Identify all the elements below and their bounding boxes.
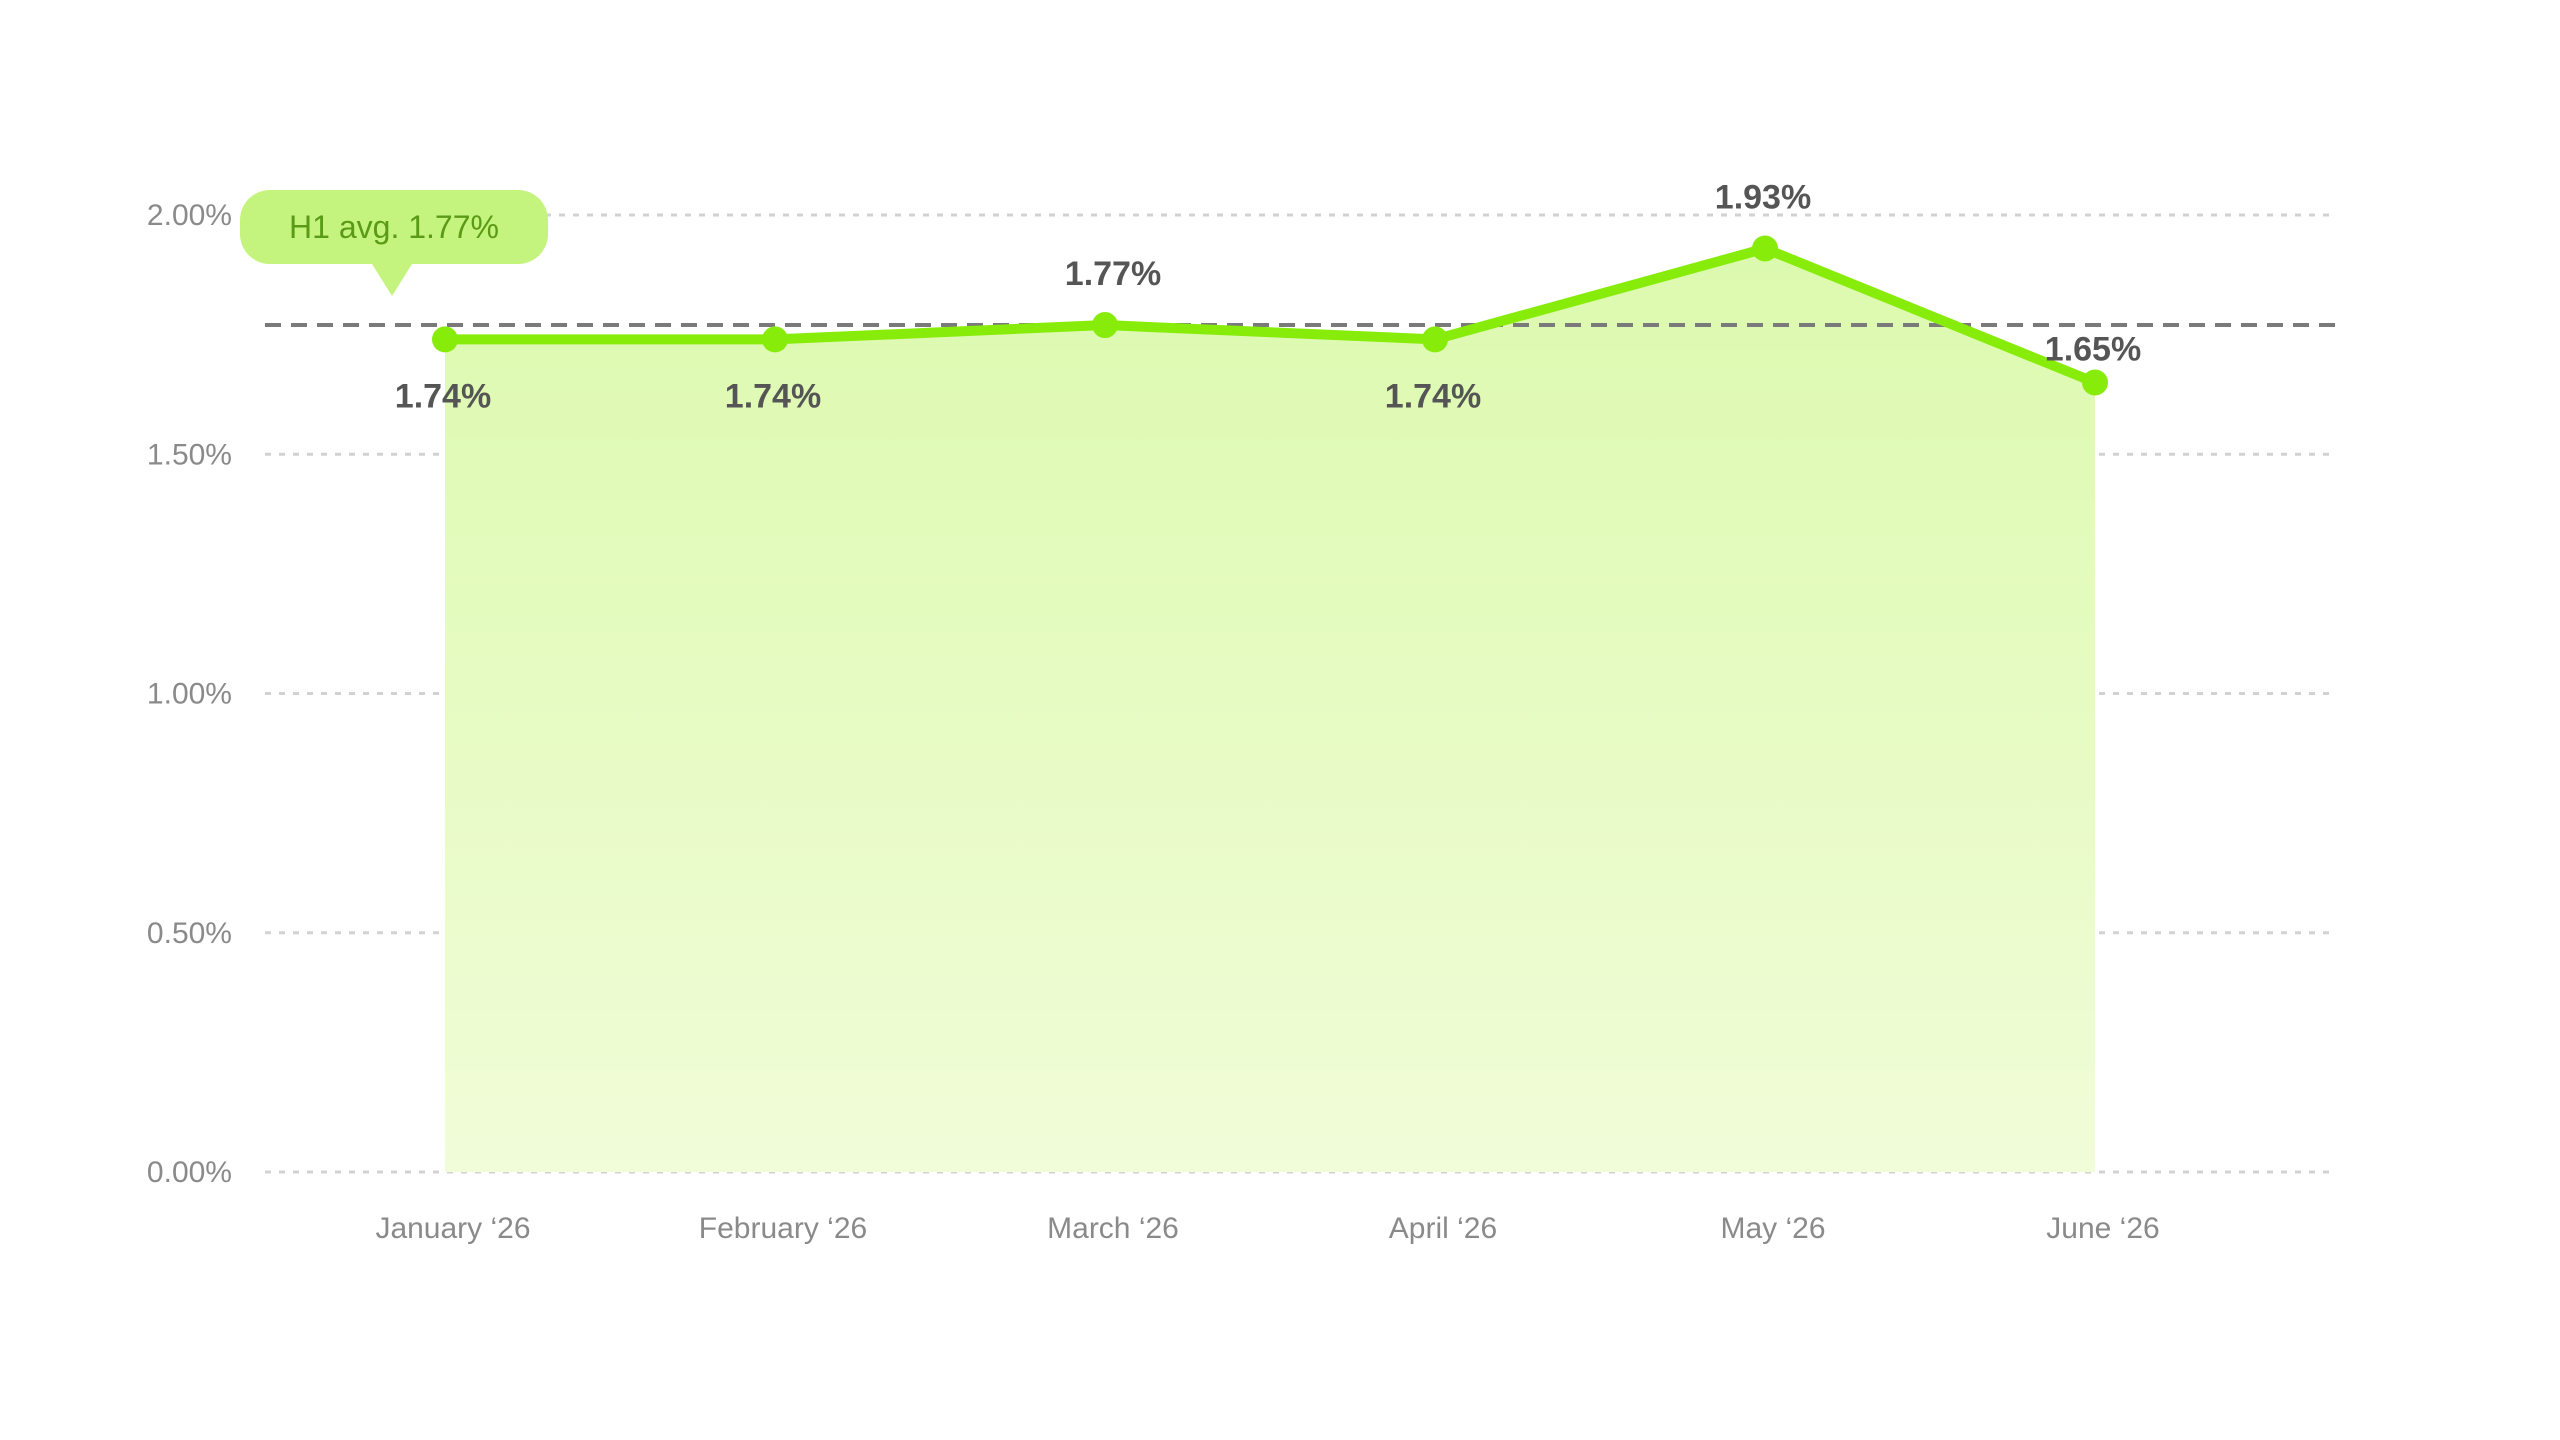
y-tick-label: 1.00%	[147, 678, 232, 711]
data-point[interactable]	[432, 326, 458, 353]
x-tick-label: June ‘26	[2046, 1212, 2159, 1245]
y-tick-label: 0.50%	[147, 917, 232, 950]
series-line-layer	[440, 243, 2100, 388]
average-badge: H1 avg. 1.77%	[240, 190, 548, 296]
y-tick-label: 0.00%	[147, 1156, 232, 1189]
area-fill	[445, 248, 2095, 1172]
series-line	[440, 243, 2100, 388]
average-badge-bubble	[240, 190, 548, 296]
x-tick-label: January ‘26	[375, 1212, 530, 1245]
area-fill-layer	[445, 248, 2095, 1172]
data-label: 1.65%	[2045, 330, 2141, 368]
data-label: 1.74%	[395, 377, 491, 415]
y-axis-ticks: 0.00% 0.50% 1.00% 1.50% 2.00%	[147, 199, 232, 1189]
data-label: 1.74%	[1385, 377, 1481, 415]
x-axis-ticks: January ‘26 February ‘26 March ‘26 April ‘2…	[375, 1212, 2159, 1245]
y-tick-label: 2.00%	[147, 199, 232, 232]
data-labels-layer: 1.74% 1.74% 1.77% 1.74% 1.93% 1.65%	[395, 178, 2141, 415]
x-tick-label: February ‘26	[699, 1212, 867, 1245]
y-tick-label: 1.50%	[147, 438, 232, 471]
data-label: 1.77%	[1065, 255, 1161, 293]
data-point[interactable]	[1752, 235, 1778, 262]
x-tick-label: April ‘26	[1389, 1212, 1497, 1245]
data-point[interactable]	[1092, 312, 1118, 339]
data-point[interactable]	[2082, 369, 2108, 396]
data-point[interactable]	[1422, 326, 1448, 353]
average-badge-label: H1 avg. 1.77%	[289, 209, 499, 245]
data-point[interactable]	[762, 326, 788, 353]
x-tick-label: May ‘26	[1720, 1212, 1825, 1245]
data-label: 1.74%	[725, 377, 821, 415]
x-tick-label: March ‘26	[1047, 1212, 1179, 1245]
data-label: 1.93%	[1715, 178, 1811, 216]
data-points-layer	[432, 235, 2108, 396]
